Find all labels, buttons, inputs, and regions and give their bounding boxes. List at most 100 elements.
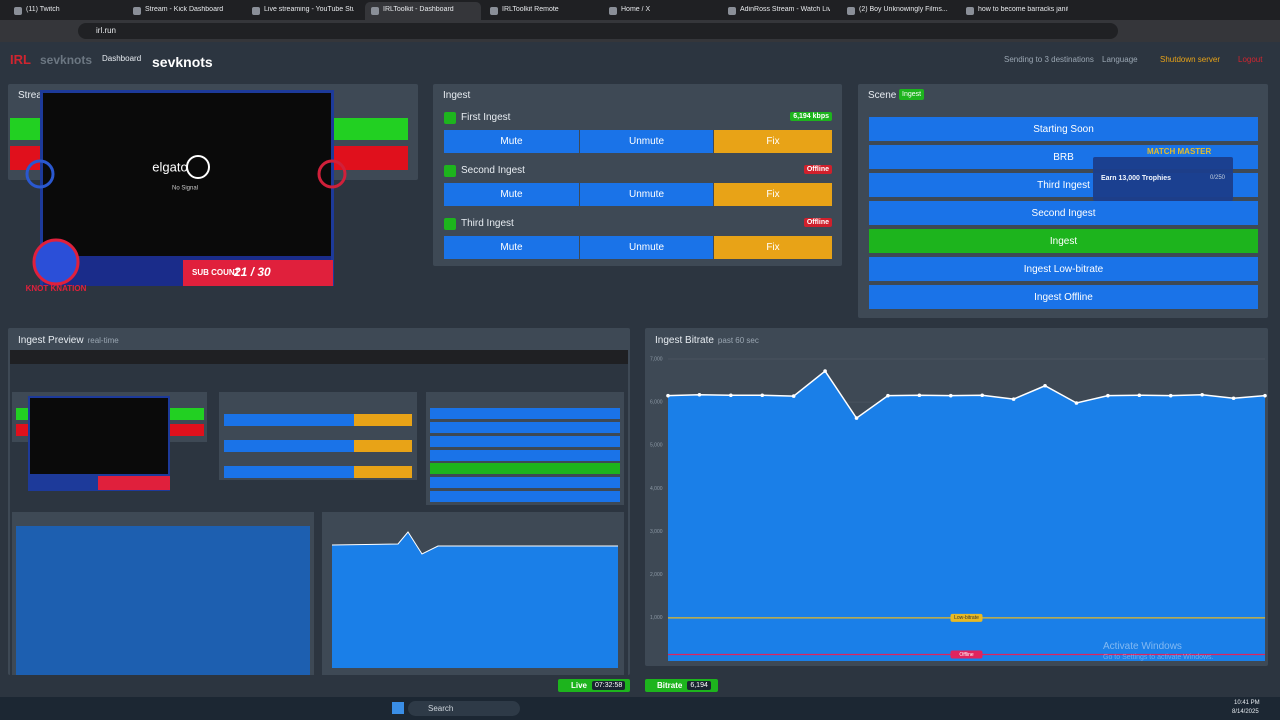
scene-button[interactable]: Starting Soon xyxy=(869,117,1258,141)
browser-tab[interactable]: Home / X xyxy=(603,2,719,20)
video-area xyxy=(43,93,331,256)
promo-title: MATCH MASTER xyxy=(1147,147,1212,156)
tab-title: Live streaming - YouTube Studio xyxy=(264,6,354,13)
ingest-button[interactable]: Unmute xyxy=(580,236,713,259)
tab-title: (2) Boy Unknowingly Films... xyxy=(859,6,948,13)
language-menu[interactable]: Language xyxy=(1102,55,1138,64)
scene-button[interactable]: Second Ingest xyxy=(869,201,1258,225)
live-time: 07:32:58 xyxy=(592,681,626,690)
live-pill: Live 07:32:58 xyxy=(558,679,630,692)
logo-mark xyxy=(186,155,210,179)
search-label: Search xyxy=(428,704,454,713)
nav-dashboard[interactable]: Dashboard xyxy=(102,54,142,63)
shutdown-button[interactable]: Shutdown server xyxy=(1160,55,1221,64)
url: irl.run xyxy=(96,26,117,35)
panel-title: Ingest Bitrate past 60 sec xyxy=(655,335,759,346)
clock-date: 8/14/2025 xyxy=(1232,709,1259,715)
scene-badge: Ingest xyxy=(899,89,925,100)
panel-title: Ingest xyxy=(443,90,471,101)
promo-progress: 0/250 xyxy=(1209,175,1225,181)
overlay-status: No Signal xyxy=(172,186,198,192)
taskbar: Search 10:41 PM 8/14/2025 xyxy=(0,697,1280,720)
browser-tab[interactable]: Stream - Kick Dashboard xyxy=(127,2,243,20)
tab-bar: (11) Twitch Stream - Kick Dashboard Live s… xyxy=(0,0,1280,20)
ingest-button[interactable]: Unmute xyxy=(580,183,713,206)
toolbar: irl.run xyxy=(0,20,1280,42)
stream-overlay: elgato No Signal SUB COUNT 21 / 30 KNOT … xyxy=(10,90,408,293)
ingest-button[interactable]: Mute xyxy=(444,236,579,259)
ingest-indicator xyxy=(444,112,456,124)
logout-button[interactable]: Logout xyxy=(1238,55,1263,64)
panel-title: Stream xyxy=(18,90,51,101)
address-bar[interactable]: irl.run xyxy=(78,23,1118,39)
ingest-button[interactable]: Mute xyxy=(444,130,579,153)
ingest-button[interactable]: Mute xyxy=(444,183,579,206)
brand: sevknots xyxy=(40,53,93,67)
watermark-text: Go to Settings to activate Windows. xyxy=(1103,654,1214,661)
ingest-status: Offline xyxy=(803,218,832,227)
live-label: Live xyxy=(571,681,588,690)
tab-favicon xyxy=(14,7,22,15)
scene-button[interactable]: Ingest Offline xyxy=(869,285,1258,309)
promo-text: Earn 13,000 Trophies xyxy=(1101,175,1172,182)
tab-favicon xyxy=(490,7,498,15)
browser-tab[interactable]: AdinRoss Stream - Watch Live o... xyxy=(722,2,838,20)
scene-button[interactable]: Ingest xyxy=(869,229,1258,253)
logo: IRL xyxy=(10,52,31,67)
tab-title: Home / X xyxy=(621,6,651,13)
watermark-title: Activate Windows xyxy=(1103,641,1182,652)
tab-title: IRLToolkit Remote xyxy=(502,6,559,13)
sub-label: SUB COUNT xyxy=(192,268,240,277)
panel-title-text: Ingest Bitrate xyxy=(655,335,714,346)
ingest-indicator xyxy=(444,218,456,230)
browser-tab[interactable]: how to become barracks janitor xyxy=(960,2,1076,20)
ingest-status: 6,194 kbps xyxy=(790,112,832,121)
tab-favicon xyxy=(133,7,141,15)
sub-count: 21 / 30 xyxy=(233,265,271,279)
tab-title: (11) Twitch xyxy=(26,6,60,13)
ingest-button[interactable]: Fix xyxy=(714,236,832,259)
ingest-name: Second Ingest xyxy=(461,165,525,176)
bitrate-label: Bitrate xyxy=(657,681,683,690)
overlay-ring xyxy=(317,159,347,189)
ingest-button[interactable]: Unmute xyxy=(580,130,713,153)
scene-panel: Scene Ingest Starting Soon BRB Third Inges… xyxy=(858,84,1268,318)
bitrate-pill: Bitrate 6,194 xyxy=(645,679,718,692)
destinations: Sending to 3 destinations xyxy=(1004,55,1094,64)
search-box[interactable]: Search xyxy=(408,701,520,716)
clock-time: 10:41 PM xyxy=(1234,700,1260,706)
browser-tab[interactable]: (11) Twitch xyxy=(8,2,124,20)
tab-favicon xyxy=(252,7,260,15)
start-button[interactable] xyxy=(392,702,404,714)
mascot-label: KNOT KNATION xyxy=(26,284,87,293)
tab-title: IRLToolkit - Dashboard xyxy=(383,6,454,13)
tab-title: AdinRoss Stream - Watch Live o... xyxy=(740,6,830,13)
overlay-ring xyxy=(25,159,55,189)
tab-favicon xyxy=(966,7,974,15)
browser-tab[interactable]: (2) Boy Unknowingly Films... xyxy=(841,2,957,20)
tab-favicon xyxy=(371,7,379,15)
tab-title: Stream - Kick Dashboard xyxy=(145,6,224,13)
ingest-name: First Ingest xyxy=(461,112,511,123)
ingest-button[interactable]: Fix xyxy=(714,130,832,153)
browser-tab[interactable]: IRLToolkit Remote xyxy=(484,2,600,20)
tab-favicon xyxy=(847,7,855,15)
ingest-status: Offline xyxy=(803,165,832,174)
panel-title: Scene xyxy=(868,90,897,101)
tab-favicon xyxy=(609,7,617,15)
browser-tab[interactable]: IRLToolkit - Dashboard xyxy=(365,2,481,20)
panel-subtitle: real-time xyxy=(87,336,119,345)
browser-tab[interactable]: Live streaming - YouTube Studio xyxy=(246,2,362,20)
scene-button[interactable]: Ingest Low-bitrate xyxy=(869,257,1258,281)
tab-favicon xyxy=(728,7,736,15)
bitrate-panel: Ingest Bitrate past 60 sec xyxy=(645,328,1268,666)
panel-subtitle: past 60 sec xyxy=(717,336,759,345)
ingest-indicator xyxy=(444,165,456,177)
ingest-button[interactable]: Fix xyxy=(714,183,832,206)
mascot xyxy=(32,238,80,286)
channel-name: sevknots xyxy=(152,54,213,70)
panel-title-text: Ingest Preview xyxy=(18,335,84,346)
overlay-brand: elgato xyxy=(152,159,187,174)
promo-popup: MATCH MASTER Earn 13,000 Trophies 0/250 xyxy=(1093,147,1233,201)
